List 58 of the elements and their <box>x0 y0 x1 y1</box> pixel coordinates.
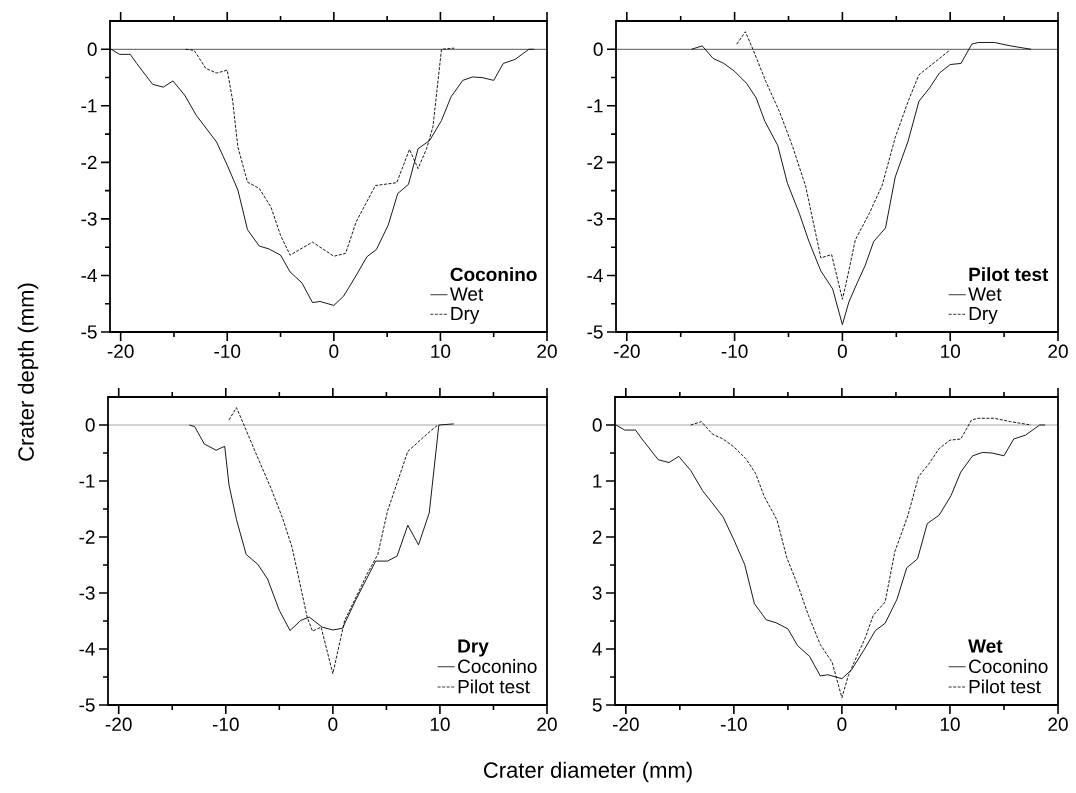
legend-label: Coconino <box>458 659 537 674</box>
y-tick-label: 3 <box>592 586 602 600</box>
y-tick-label: -4 <box>587 268 603 282</box>
y-tick-label: -1 <box>79 474 95 488</box>
y-tick-label: -1 <box>81 99 97 113</box>
y-tick-label: -2 <box>587 155 603 169</box>
x-tick-label: 10 <box>430 717 450 731</box>
legend-title: Wet <box>968 639 1003 653</box>
x-tick-label: -10 <box>212 717 239 731</box>
y-tick-label: 1 <box>593 474 602 488</box>
x-tick-label: 10 <box>431 344 451 358</box>
y-axis-title: Crater depth (mm) <box>17 283 39 461</box>
y-tick-label: -3 <box>79 586 95 600</box>
legend-label: Dry <box>969 307 998 325</box>
x-tick-label: -10 <box>721 344 748 358</box>
y-tick-label: 4 <box>592 642 602 656</box>
y-tick-label: -1 <box>587 99 603 113</box>
x-tick-label: -10 <box>720 717 747 731</box>
x-axis-title: Crater diameter (mm) <box>484 761 692 783</box>
y-tick-label: -2 <box>79 530 95 544</box>
x-tick-label: 0 <box>837 344 847 358</box>
x-tick-label: 20 <box>537 344 557 358</box>
x-tick-label: 10 <box>940 717 960 731</box>
x-tick-label: -20 <box>107 344 134 358</box>
y-tick-label: 5 <box>592 698 602 712</box>
legend-label: Wet <box>449 287 484 301</box>
legend-title: Pilot test <box>969 267 1049 282</box>
y-tick-label: 2 <box>592 530 602 544</box>
y-tick-label: -5 <box>81 325 97 339</box>
y-tick-label: 0 <box>87 42 97 56</box>
y-tick-label: -2 <box>81 155 97 169</box>
legend-label: Dry <box>451 307 480 325</box>
y-tick-label: -5 <box>79 698 95 712</box>
x-tick-label: -20 <box>613 344 640 358</box>
y-tick-label: 0 <box>592 418 602 432</box>
y-tick-label: 0 <box>593 42 603 56</box>
y-tick-label: -4 <box>79 642 95 656</box>
y-tick-label: -3 <box>81 212 97 226</box>
x-tick-label: -20 <box>612 717 639 731</box>
x-tick-label: 20 <box>1048 344 1068 358</box>
x-tick-label: 0 <box>329 344 339 358</box>
legend-label: Wet <box>968 287 1002 301</box>
x-tick-label: -20 <box>105 717 132 731</box>
y-tick-label: -5 <box>587 325 603 339</box>
x-tick-label: -10 <box>214 344 241 358</box>
y-tick-label: -4 <box>81 268 97 282</box>
x-tick-label: 20 <box>537 717 557 731</box>
legend-label: Pilot test <box>969 679 1041 694</box>
x-tick-label: 0 <box>837 717 847 731</box>
y-tick-label: 0 <box>85 418 95 432</box>
legend-label: Coconino <box>969 659 1048 674</box>
legend-title: Coconino <box>450 267 537 282</box>
x-tick-label: 0 <box>328 717 338 731</box>
y-tick-label: -3 <box>587 212 603 226</box>
x-tick-label: 10 <box>941 344 961 358</box>
legend-title: Dry <box>458 639 489 657</box>
legend-label: Pilot test <box>458 679 530 694</box>
x-tick-label: 20 <box>1048 717 1068 731</box>
